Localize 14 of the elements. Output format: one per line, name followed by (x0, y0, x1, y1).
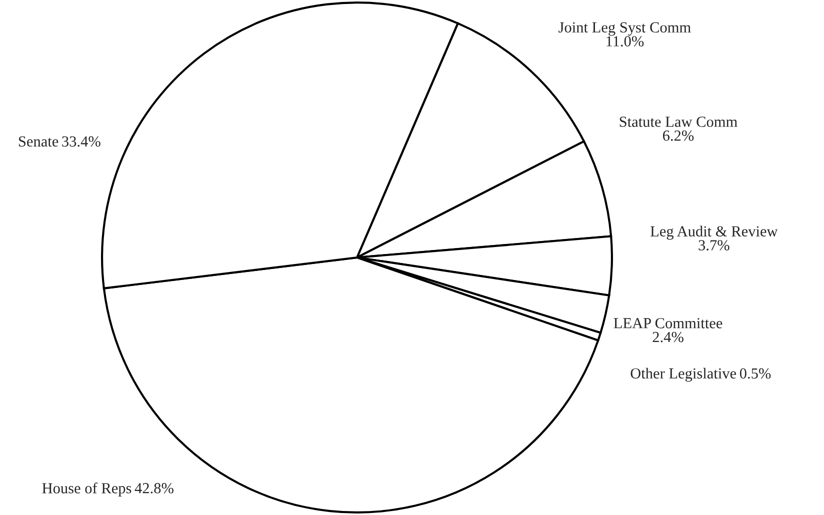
slice-label: Statute Law Comm (620, 116, 738, 127)
data-label: 3.7% (698, 240, 730, 250)
data-label: 6.2% (662, 130, 694, 141)
data-label: 11.0% (606, 36, 644, 47)
slice-label: LEAP Committee (614, 318, 722, 328)
data-label: 2.4% (652, 332, 684, 342)
slice-label: House of Reps (42, 482, 132, 497)
slice-label: Senate (18, 136, 58, 147)
data-label: 0.5% (740, 368, 771, 379)
slice-label: Other Legislative (630, 368, 736, 382)
slice-label: Leg Audit & Review (650, 226, 778, 240)
data-label: 42.8% (134, 483, 174, 494)
slice-label: Joint Leg Syst Comm (558, 22, 691, 36)
data-label: 33.4% (62, 136, 100, 147)
